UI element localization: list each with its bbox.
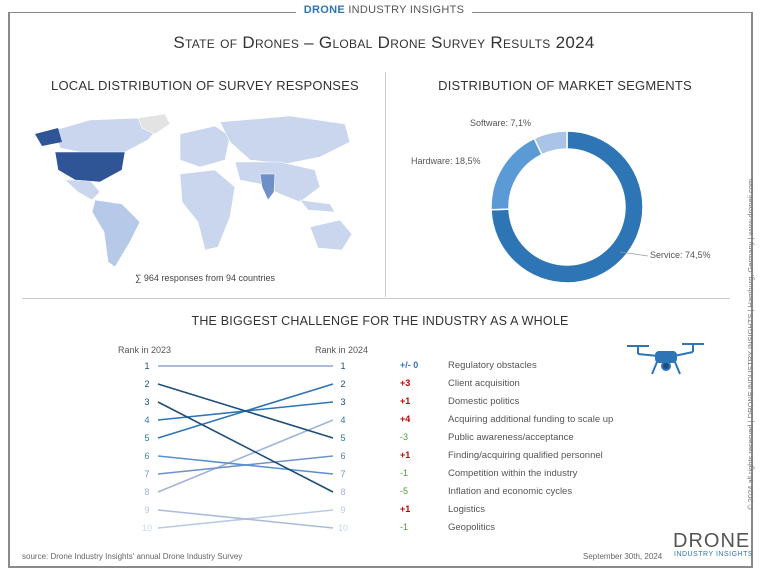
- drone-icon: [627, 343, 704, 375]
- date: September 30th, 2024: [583, 552, 663, 561]
- rank-2024-8: 8: [340, 487, 345, 497]
- slope-line: [157, 383, 334, 439]
- rank-2024-3: 3: [340, 397, 345, 407]
- map-canada: [54, 117, 161, 155]
- rank-2023-7: 7: [144, 469, 149, 479]
- rank-change: +1: [400, 396, 411, 406]
- brand-header: DRONE INDUSTRY INSIGHTS: [0, 4, 768, 16]
- rank-change: -5: [400, 486, 409, 496]
- challenge-label: Client acquisition: [448, 378, 520, 389]
- rank-2024-9: 9: [340, 505, 345, 515]
- xlabel-2024: Rank in 2024: [315, 345, 369, 355]
- rank-change: -1: [400, 522, 409, 532]
- challenge-label: Finding/acquiring qualified personnel: [448, 450, 603, 461]
- donut-slice-software: [533, 130, 568, 156]
- brand-bold: DRONE: [303, 4, 345, 16]
- slope-line: [157, 455, 334, 475]
- map-russia-asia: [219, 115, 351, 165]
- rank-2024-1: 1: [340, 361, 345, 371]
- label-hardware: Hardware: 18,5%: [411, 156, 481, 166]
- map-sea: [299, 199, 336, 213]
- map-south-america: [91, 199, 141, 268]
- challenge-label: Geopolitics: [448, 522, 495, 533]
- map-australia: [309, 219, 353, 251]
- rank-change: +3: [400, 378, 411, 388]
- divider-vertical: [385, 72, 386, 297]
- map-alaska: [35, 128, 62, 146]
- challenge-label: Competition within the industry: [448, 468, 578, 479]
- challenge-label: Public awareness/acceptance: [448, 432, 574, 443]
- rank-change: +4: [400, 414, 411, 424]
- leader-service: [619, 251, 649, 257]
- label-service: Service: 74,5%: [650, 250, 711, 260]
- challenge-label: Domestic politics: [448, 396, 520, 407]
- map-greenland: [137, 113, 171, 135]
- map-asia-south: [234, 161, 321, 203]
- source-note: source: Drone Industry Insights' annual …: [22, 552, 243, 561]
- challenge-label: Logistics: [448, 504, 485, 515]
- rank-2023-2: 2: [144, 379, 149, 389]
- xlabel-2023: Rank in 2023: [118, 345, 172, 355]
- rank-2023-6: 6: [144, 451, 149, 461]
- logo-drone: DRONE: [673, 530, 751, 552]
- challenge-label: Regulatory obstacles: [448, 360, 537, 371]
- map-usa: [54, 151, 126, 183]
- rank-2024-6: 6: [340, 451, 345, 461]
- slope-line: [157, 401, 334, 493]
- challenge-label: Acquiring additional funding to scale up: [448, 414, 614, 425]
- rank-2024-2: 2: [340, 379, 345, 389]
- rank-2023-8: 8: [144, 487, 149, 497]
- rank-2023-5: 5: [144, 433, 149, 443]
- challenge-heading: The biggest challenge for the industry a…: [191, 314, 569, 328]
- divider-horizontal: [22, 298, 730, 299]
- rank-2023-3: 3: [144, 397, 149, 407]
- map-africa: [179, 169, 236, 251]
- rank-2024-4: 4: [340, 415, 345, 425]
- map-caption: ∑ 964 responses from 94 countries: [135, 273, 275, 283]
- world-map: [35, 113, 353, 268]
- donut-heading: Distribution of market segments: [438, 78, 692, 93]
- rank-change: -1: [400, 468, 409, 478]
- slope-line: [157, 509, 334, 529]
- rank-change: -3: [400, 432, 409, 442]
- map-heading: Local distribution of survey responses: [51, 78, 359, 93]
- map-europe: [179, 125, 231, 168]
- slope-line: [157, 419, 334, 493]
- rank-2023-1: 1: [144, 361, 149, 371]
- rank-2024-10: 10: [338, 523, 348, 533]
- challenge-label: Inflation and economic cycles: [448, 486, 573, 497]
- rank-2023-4: 4: [144, 415, 149, 425]
- page-title: State of Drones – Global Drone Survey Re…: [173, 33, 595, 52]
- rank-2023-10: 10: [142, 523, 152, 533]
- rank-2024-7: 7: [340, 469, 345, 479]
- donut-slice-service: [490, 130, 644, 284]
- label-software: Software: 7,1%: [470, 118, 532, 128]
- logo-insights: INDUSTRY INSIGHTS: [674, 551, 754, 558]
- rank-change: +1: [400, 504, 411, 514]
- map-india: [259, 173, 276, 201]
- rank-change: +1: [400, 450, 411, 460]
- rank-change: +/- 0: [400, 360, 419, 370]
- brand-rest: INDUSTRY INSIGHTS: [344, 4, 465, 16]
- side-credit: © 2024 all rights reserved | DRONE INDUS…: [746, 178, 755, 510]
- rank-2023-9: 9: [144, 505, 149, 515]
- rank-2024-5: 5: [340, 433, 345, 443]
